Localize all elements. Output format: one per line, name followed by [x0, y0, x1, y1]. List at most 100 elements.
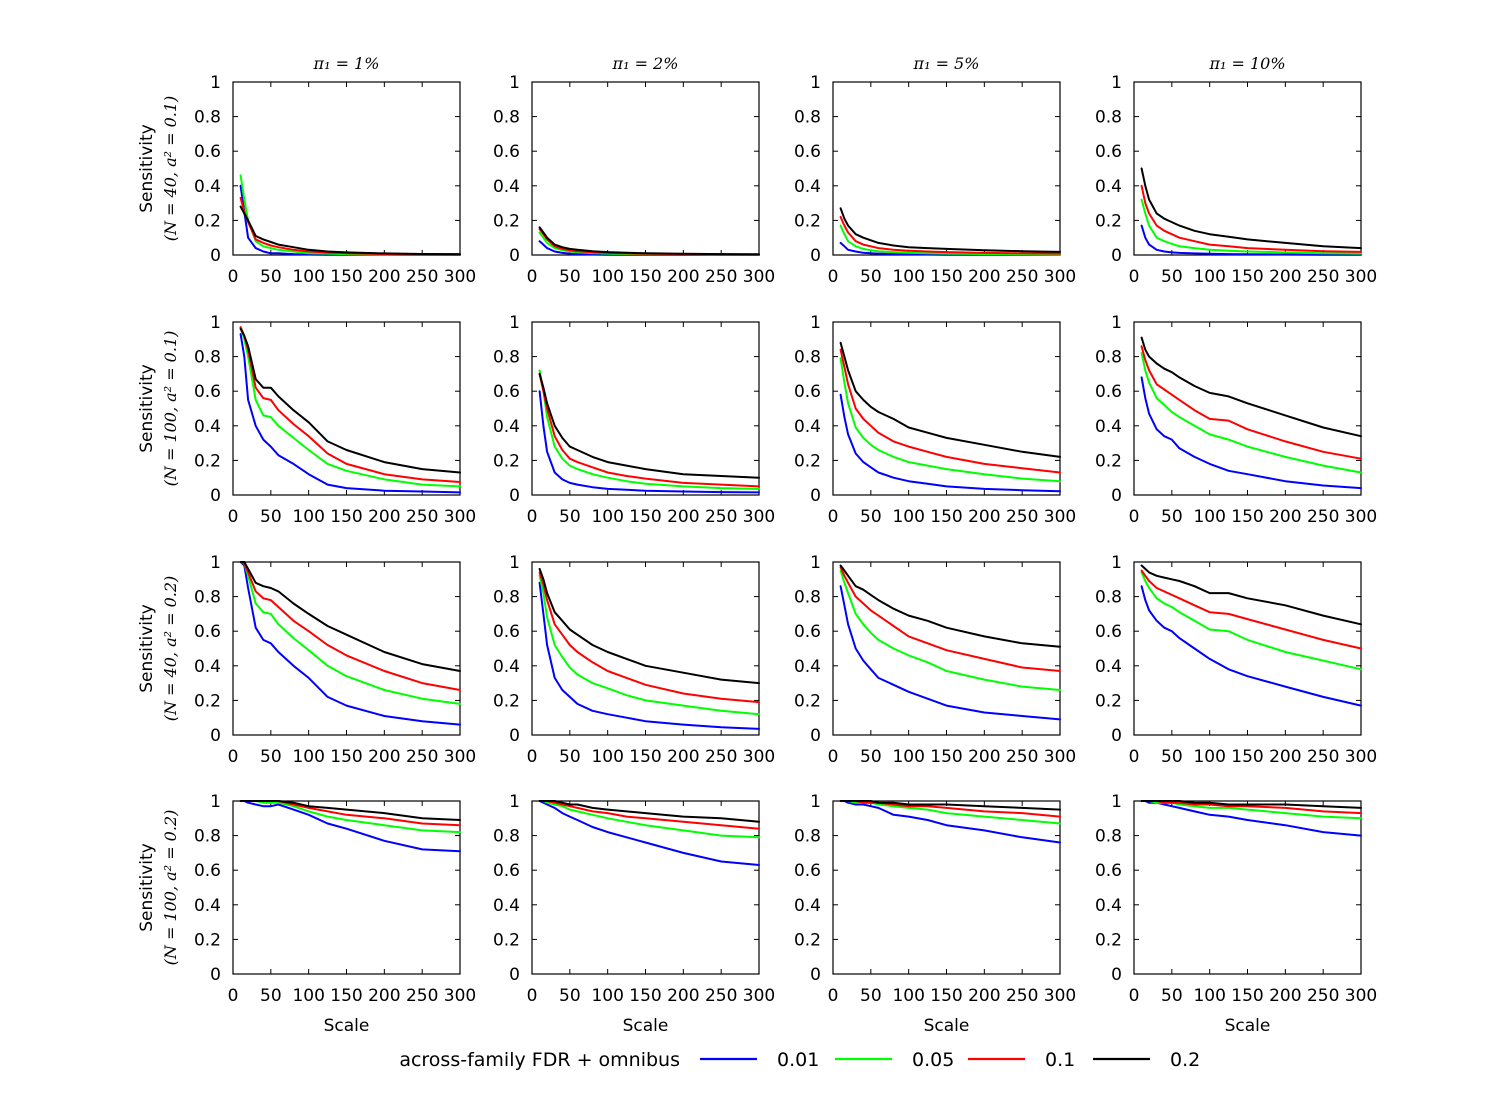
series-line-0.01: [538, 390, 760, 494]
x-tick-label: 100: [1193, 507, 1225, 527]
y-tick-label: 0.4: [1095, 177, 1122, 197]
panel-frame: [1133, 561, 1362, 736]
x-tick-label: 300: [743, 267, 775, 287]
y-tick-label: 0.6: [493, 142, 520, 162]
y-tick-label: 0.6: [794, 622, 821, 642]
y-tick-label: 0: [1111, 246, 1122, 266]
x-tick-label: 100: [1193, 986, 1225, 1006]
y-tick-label: 1: [210, 553, 221, 573]
x-axis-label: Scale: [324, 1016, 370, 1036]
y-tick-label: 0: [1111, 486, 1122, 506]
x-tick-label: 100: [892, 267, 924, 287]
x-tick-label: 300: [743, 986, 775, 1006]
series-line-0.01: [1140, 585, 1362, 707]
x-tick-label: 100: [292, 267, 324, 287]
series-line-0.2: [1140, 336, 1362, 438]
x-tick-label: 0: [828, 986, 839, 1006]
y-tick-label: 0.8: [493, 348, 520, 368]
y-tick-label: 0.6: [1095, 861, 1122, 881]
legend-label: 0.1: [1045, 1049, 1075, 1071]
x-tick-label: 150: [1231, 507, 1263, 527]
x-tick-label: 250: [406, 267, 438, 287]
column-title: π₁ = 1%: [313, 54, 380, 73]
x-tick-label: 200: [1269, 747, 1301, 767]
series-line-0.01: [839, 800, 1061, 844]
y-tick-label: 1: [810, 313, 821, 333]
x-tick-label: 0: [1129, 267, 1140, 287]
y-tick-label: 0: [210, 965, 221, 985]
series-line-0.2: [1140, 167, 1362, 250]
x-tick-label: 150: [1231, 747, 1263, 767]
y-axis-sublabel: (N = 100, a² = 0.1): [161, 331, 180, 487]
x-tick-label: 200: [368, 507, 400, 527]
x-tick-label: 0: [828, 507, 839, 527]
x-tick-label: 100: [591, 267, 623, 287]
x-tick-label: 200: [368, 986, 400, 1006]
series-line-0.2: [1140, 800, 1362, 809]
legend-title: across-family FDR + omnibus: [399, 1049, 680, 1071]
x-tick-label: 0: [527, 747, 538, 767]
y-tick-label: 0.6: [194, 861, 221, 881]
x-tick-label: 150: [629, 507, 661, 527]
y-tick-label: 0.4: [1095, 657, 1122, 677]
column-title: π₁ = 10%: [1208, 54, 1285, 73]
series-line-0.1: [538, 228, 760, 256]
series-line-0.05: [239, 326, 461, 488]
x-tick-label: 250: [1307, 986, 1339, 1006]
x-tick-label: 50: [1161, 507, 1183, 527]
y-tick-label: 1: [810, 792, 821, 812]
series-line-0.05: [538, 800, 760, 839]
x-tick-label: 50: [559, 267, 581, 287]
y-tick-label: 0.2: [493, 451, 520, 471]
series-line-0.2: [1140, 564, 1362, 626]
y-tick-label: 0.4: [794, 657, 821, 677]
y-tick-label: 0.4: [493, 417, 520, 437]
x-tick-label: 100: [892, 986, 924, 1006]
legend-label: 0.05: [912, 1049, 954, 1071]
y-tick-label: 1: [1111, 313, 1122, 333]
y-tick-label: 0: [1111, 726, 1122, 746]
y-axis-label: Sensitivity: [137, 604, 157, 693]
series-line-0.2: [538, 372, 760, 479]
panel-frame: [232, 81, 461, 256]
column-title: π₁ = 2%: [612, 54, 679, 73]
y-tick-label: 0: [210, 726, 221, 746]
y-tick-label: 0.8: [1095, 588, 1122, 608]
y-tick-label: 0.4: [493, 177, 520, 197]
x-tick-label: 50: [860, 986, 882, 1006]
y-tick-label: 0.8: [794, 827, 821, 847]
panel-frame: [232, 800, 461, 975]
x-axis-label: Scale: [924, 1016, 970, 1036]
y-tick-label: 0.6: [794, 382, 821, 402]
x-tick-label: 250: [705, 507, 737, 527]
series-line-0.2: [239, 327, 461, 474]
y-tick-label: 0: [509, 965, 520, 985]
x-tick-label: 250: [705, 747, 737, 767]
series-line-0.1: [839, 215, 1061, 255]
y-tick-label: 0.4: [794, 417, 821, 437]
x-tick-label: 250: [406, 986, 438, 1006]
series-line-0.01: [538, 581, 760, 730]
y-axis-sublabel: (N = 40, a² = 0.1): [161, 96, 180, 242]
series-line-0.05: [839, 569, 1061, 691]
y-tick-label: 0.6: [493, 861, 520, 881]
y-tick-label: 0.6: [794, 861, 821, 881]
x-tick-label: 0: [828, 747, 839, 767]
series-line-0.2: [839, 800, 1061, 811]
y-tick-label: 1: [1111, 553, 1122, 573]
panel-frame: [531, 800, 760, 975]
y-axis-label: Sensitivity: [137, 843, 157, 932]
x-tick-label: 100: [591, 507, 623, 527]
x-tick-label: 250: [1307, 507, 1339, 527]
y-tick-label: 0.8: [1095, 827, 1122, 847]
series-line-0.1: [538, 571, 760, 704]
x-tick-label: 0: [527, 986, 538, 1006]
x-tick-label: 200: [1269, 986, 1301, 1006]
x-tick-label: 200: [667, 986, 699, 1006]
x-tick-label: 250: [1307, 747, 1339, 767]
x-tick-label: 150: [330, 267, 362, 287]
x-tick-label: 300: [1044, 986, 1076, 1006]
x-tick-label: 150: [930, 507, 962, 527]
x-tick-label: 200: [667, 267, 699, 287]
